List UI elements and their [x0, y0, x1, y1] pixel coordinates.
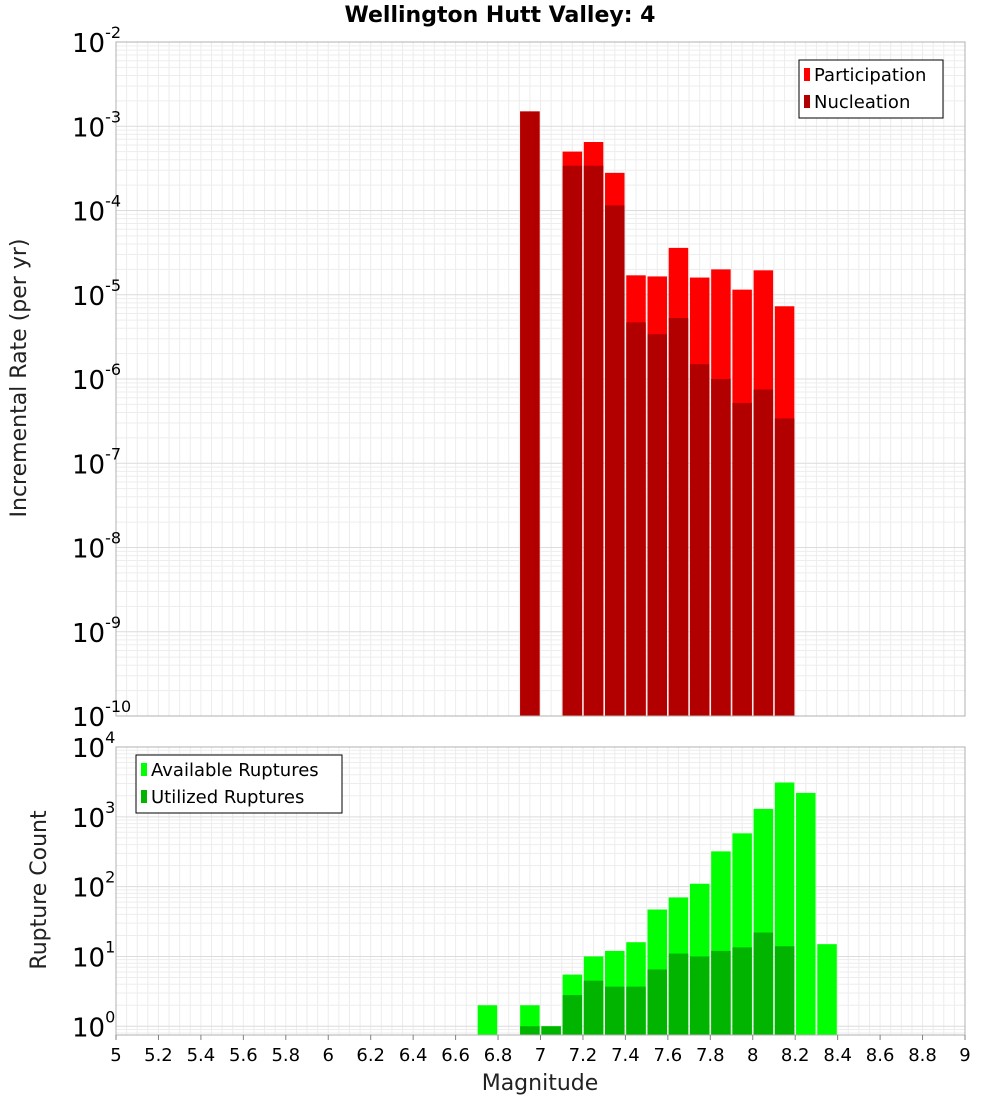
legend-label: Nucleation [814, 92, 910, 113]
bar-nucleation [689, 364, 710, 716]
y-tick-label: 104 [72, 728, 115, 764]
bar-utilized-ruptures [774, 946, 795, 1035]
bar-nucleation [562, 165, 583, 717]
x-tick-label: 7.4 [611, 1045, 640, 1066]
bar-nucleation [583, 165, 604, 717]
bar-utilized-ruptures [605, 986, 625, 1035]
bar-nucleation [711, 379, 731, 716]
bar-utilized-ruptures [711, 950, 731, 1035]
bar-utilized-ruptures [753, 932, 774, 1035]
bar-nucleation [520, 111, 540, 716]
bar-nucleation [605, 205, 625, 716]
bar-utilized-ruptures [520, 1026, 540, 1035]
x-tick-label: 9 [959, 1045, 970, 1066]
x-tick-label: 7.2 [569, 1045, 598, 1066]
y-tick-label: 101 [72, 938, 115, 974]
bar-nucleation [732, 402, 752, 716]
bar-available-ruptures [817, 944, 837, 1035]
legend-label: Available Ruptures [151, 760, 319, 781]
legend-box [135, 754, 343, 814]
bar-utilized-ruptures [689, 956, 710, 1035]
x-tick-label: 6.8 [484, 1045, 513, 1066]
x-tick-label: 7.8 [696, 1045, 725, 1066]
legend-box [798, 59, 944, 119]
x-tick-label: 6.4 [399, 1045, 428, 1066]
bar-nucleation [626, 322, 646, 716]
y-tick-label: 10-6 [72, 360, 121, 396]
y-tick-label: 10-9 [72, 613, 121, 649]
bar-nucleation [774, 418, 795, 716]
bar-utilized-ruptures [732, 947, 752, 1035]
top-panel: 10-2 10-3 10-4 10-5 10-6 10-7 10-8 10-9 10-10 Par… [72, 23, 966, 733]
legend-swatch [141, 790, 147, 803]
x-tick-label: 8.8 [908, 1045, 937, 1066]
legend-swatch [804, 95, 810, 108]
x-tick-label: 8.4 [823, 1045, 852, 1066]
x-tick-label: 5.8 [271, 1045, 300, 1066]
x-tick-label: 6.2 [356, 1045, 385, 1066]
legend-swatch [141, 763, 147, 776]
y-tick-label: 10-8 [72, 529, 121, 565]
chart-title: Wellington Hutt Valley: 4 [345, 3, 656, 28]
y-tick-label: 10-5 [72, 276, 121, 312]
bar-utilized-ruptures [626, 986, 646, 1035]
y-tick-label: 10-7 [72, 444, 121, 480]
legend-swatch [804, 68, 810, 81]
bar-nucleation [753, 389, 774, 716]
x-tick-label: 8.6 [866, 1045, 895, 1066]
x-tick-label: 5.6 [229, 1045, 258, 1066]
bottom-y-axis-label: Rupture Count [27, 810, 52, 970]
y-tick-label: 10-4 [72, 192, 121, 228]
x-tick-label: 8.2 [781, 1045, 810, 1066]
bar-utilized-ruptures [583, 980, 604, 1035]
legend-label: Utilized Ruptures [151, 787, 304, 808]
x-tick-label: 6 [323, 1045, 334, 1066]
bar-available-ruptures [477, 1005, 498, 1035]
x-tick-label: 8 [747, 1045, 758, 1066]
x-tick-label: 5 [110, 1045, 121, 1066]
y-tick-label: 103 [72, 798, 115, 834]
x-tick-label: 5.4 [187, 1045, 216, 1066]
x-axis-label: Magnitude [482, 1071, 599, 1096]
y-tick-label: 100 [72, 1007, 115, 1043]
x-tick-label: 7 [535, 1045, 546, 1066]
legend-label: Participation [814, 65, 926, 86]
y-tick-label: 10-10 [72, 697, 131, 733]
bar-utilized-ruptures [668, 953, 689, 1035]
bar-nucleation [668, 317, 689, 716]
bottom-panel: 104 103 102 101 100 Available Ruptures Utilize… [72, 728, 971, 1066]
plot-border [115, 41, 966, 717]
x-tick-label: 6.6 [441, 1045, 470, 1066]
bar-utilized-ruptures [647, 969, 667, 1035]
y-tick-label: 10-3 [72, 107, 121, 143]
y-tick-label: 10-2 [72, 23, 121, 59]
y-tick-label: 102 [72, 868, 115, 904]
bar-nucleation [647, 334, 667, 716]
top-y-axis-label: Incremental Rate (per yr) [7, 239, 32, 518]
x-tick-label: 5.2 [144, 1045, 173, 1066]
bar-utilized-ruptures [562, 995, 583, 1035]
x-tick-label: 7.6 [654, 1045, 683, 1066]
bar-utilized-ruptures [541, 1026, 561, 1035]
bar-available-ruptures [796, 792, 816, 1035]
